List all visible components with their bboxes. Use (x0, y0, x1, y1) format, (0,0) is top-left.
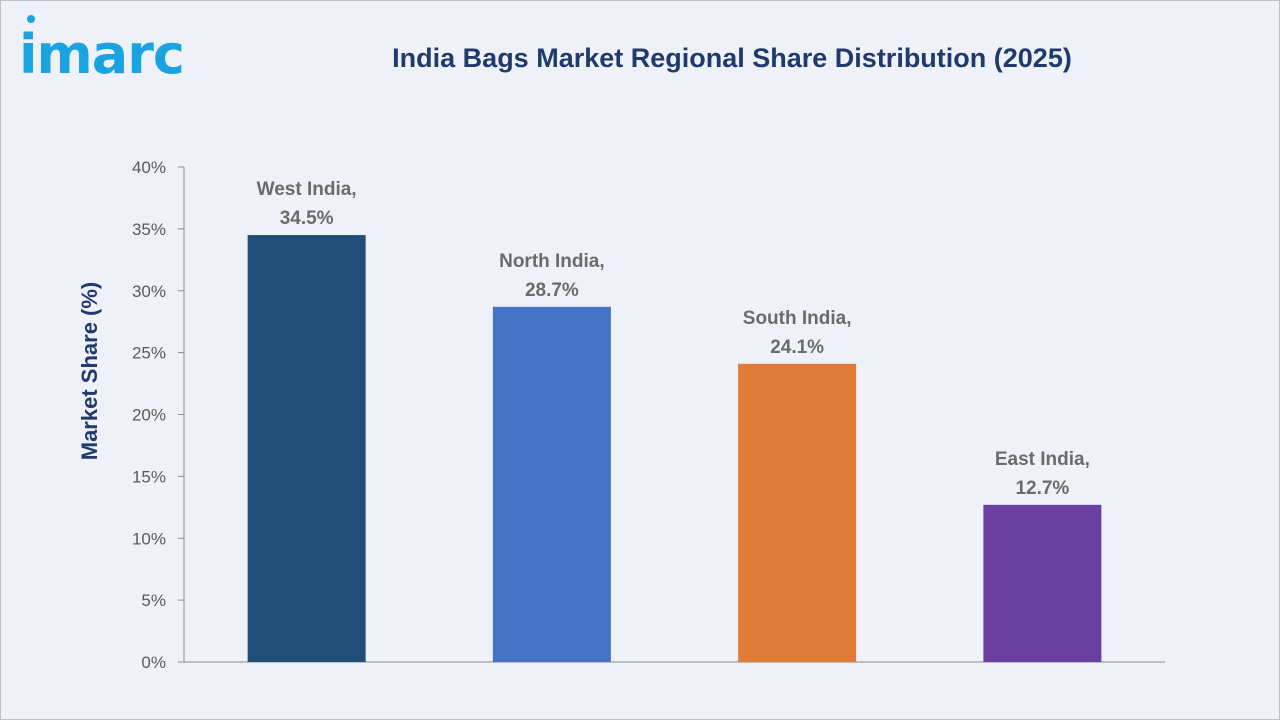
y-tick-label: 10% (132, 529, 166, 548)
bar-south-india (738, 363, 857, 662)
data-label-value: 34.5% (280, 208, 334, 229)
y-tick-label: 30% (132, 282, 166, 301)
y-tick-label: 20% (132, 406, 166, 425)
y-tick-label: 0% (141, 653, 166, 672)
data-label-category: South India, (743, 308, 852, 329)
logo-text: imarc (19, 23, 184, 81)
logo-dot (27, 15, 35, 23)
imarc-logo: imarc (19, 15, 185, 81)
data-label-value: 12.7% (1015, 478, 1069, 499)
y-tick-label: 35% (132, 220, 166, 239)
y-tick-label: 15% (132, 467, 166, 486)
data-label-category: North India, (499, 251, 605, 272)
data-label-value: 28.7% (525, 280, 579, 301)
bar-east-india (983, 504, 1102, 662)
y-tick-label: 40% (132, 158, 166, 177)
y-axis: 0% 5% 10% 15% 20% 25% 30% 35% 40% (132, 158, 1165, 672)
y-axis-title: Market Share (%) (77, 282, 102, 461)
chart-title: India Bags Market Regional Share Distrib… (392, 43, 1072, 73)
bars (247, 235, 1102, 662)
data-label-category: West India, (257, 179, 357, 200)
data-label-value: 24.1% (770, 337, 824, 358)
bar-north-india (492, 306, 611, 662)
data-label-category: East India, (995, 449, 1090, 470)
bar-west-india (247, 235, 366, 662)
y-tick-label: 5% (141, 591, 166, 610)
data-labels: West India, 34.5% North India, 28.7% South I… (257, 179, 1090, 499)
y-tick-label: 25% (132, 344, 166, 363)
